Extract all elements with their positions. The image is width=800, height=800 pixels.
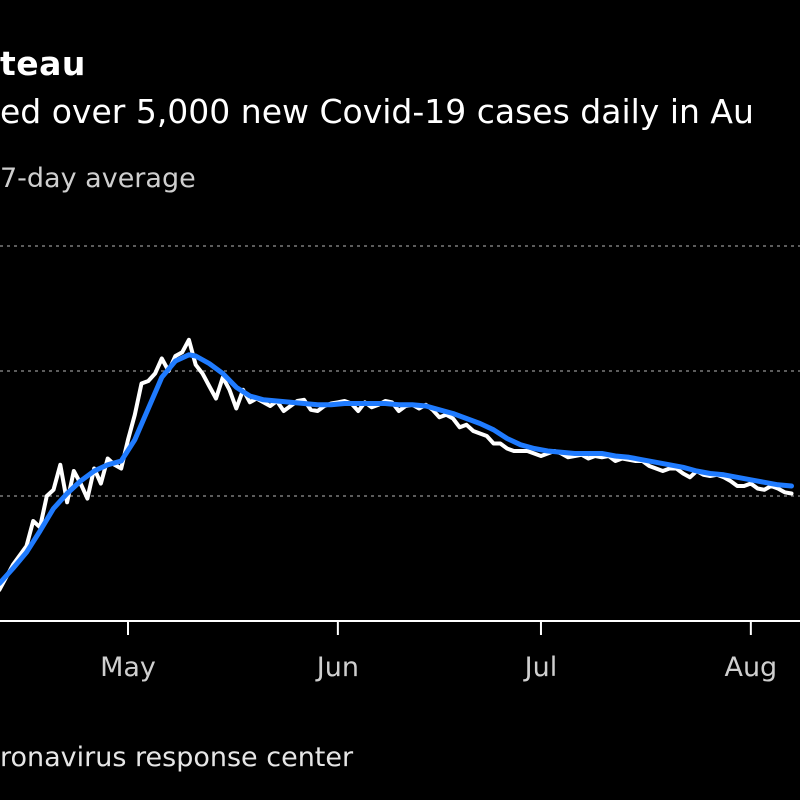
chart-subtitle: ed over 5,000 new Covid-19 cases daily i…	[0, 92, 754, 131]
x-tick-label: May	[100, 652, 156, 683]
series-lines	[0, 337, 794, 592]
x-axis-ticks: May Jun Jul Aug	[100, 621, 777, 683]
x-tick-label: Jul	[523, 652, 558, 683]
source-note: ronavirus response center	[0, 742, 354, 773]
seven-day-average-line	[0, 352, 794, 586]
legend-label: 7-day average	[0, 163, 196, 194]
x-tick-label: Jun	[315, 652, 359, 683]
daily-cases-line	[0, 337, 794, 592]
gridlines	[0, 245, 800, 497]
x-tick-label: Aug	[724, 652, 777, 683]
chart-title: teau	[0, 44, 86, 83]
